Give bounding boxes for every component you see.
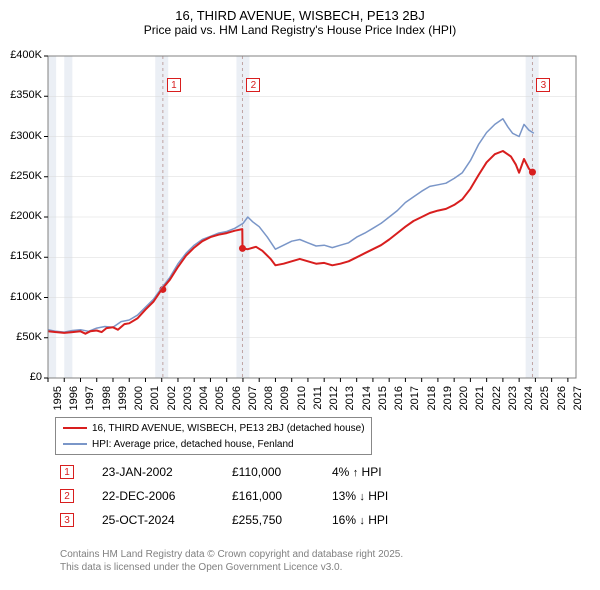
legend-swatch [63, 427, 87, 429]
sales-table-row: 1 23-JAN-2002£110,0004% ↑ HPI [60, 460, 432, 484]
x-tick-label: 2021 [474, 386, 486, 416]
sale-hpi-delta: 4% ↑ HPI [332, 465, 432, 479]
sales-table-row: 3 25-OCT-2024£255,75016% ↓ HPI [60, 508, 432, 532]
x-tick-label: 2004 [198, 386, 210, 416]
y-tick-label: £150K [0, 250, 42, 262]
x-tick-label: 1998 [101, 386, 113, 416]
x-tick-label: 2022 [491, 386, 503, 416]
sale-num-box: 2 [60, 489, 74, 503]
x-tick-label: 2023 [507, 386, 519, 416]
x-tick-label: 2019 [442, 386, 454, 416]
chart-svg [0, 0, 600, 420]
x-tick-label: 2011 [312, 386, 324, 416]
x-tick-label: 2013 [344, 386, 356, 416]
y-tick-label: £400K [0, 49, 42, 61]
legend-swatch [63, 443, 87, 445]
footer-line1: Contains HM Land Registry data © Crown c… [60, 548, 403, 561]
x-tick-label: 2012 [328, 386, 340, 416]
y-tick-label: £350K [0, 89, 42, 101]
y-tick-label: £0 [0, 371, 42, 383]
sale-price: £161,000 [232, 489, 332, 503]
x-tick-label: 1996 [68, 386, 80, 416]
x-tick-label: 2025 [539, 386, 551, 416]
x-tick-label: 2026 [556, 386, 568, 416]
x-tick-label: 2020 [458, 386, 470, 416]
x-tick-label: 2016 [393, 386, 405, 416]
x-tick-label: 2001 [149, 386, 161, 416]
sale-price: £110,000 [232, 465, 332, 479]
legend-label: HPI: Average price, detached house, Fenl… [92, 439, 294, 450]
x-tick-label: 2014 [361, 386, 373, 416]
x-tick-label: 1997 [84, 386, 96, 416]
legend-item: HPI: Average price, detached house, Fenl… [58, 436, 365, 452]
footer-line2: This data is licensed under the Open Gov… [60, 561, 403, 574]
y-tick-label: £250K [0, 170, 42, 182]
sale-num-box: 1 [60, 465, 74, 479]
sales-table: 1 23-JAN-2002£110,0004% ↑ HPI 2 22-DEC-2006… [60, 460, 432, 532]
sale-price: £255,750 [232, 513, 332, 527]
sales-table-row: 2 22-DEC-2006£161,00013% ↓ HPI [60, 484, 432, 508]
chart-container: 16, THIRD AVENUE, WISBECH, PE13 2BJ Pric… [0, 0, 600, 590]
x-tick-label: 2017 [409, 386, 421, 416]
x-tick-label: 2010 [296, 386, 308, 416]
x-tick-label: 1999 [117, 386, 129, 416]
x-tick-label: 2007 [247, 386, 259, 416]
x-tick-label: 2002 [166, 386, 178, 416]
x-tick-label: 2018 [426, 386, 438, 416]
sale-marker-box: 3 [536, 78, 550, 92]
legend-label: 16, THIRD AVENUE, WISBECH, PE13 2BJ (det… [92, 423, 365, 434]
x-tick-label: 2009 [279, 386, 291, 416]
x-tick-label: 1995 [52, 386, 64, 416]
x-tick-label: 2027 [572, 386, 584, 416]
y-tick-label: £100K [0, 291, 42, 303]
x-tick-label: 2008 [263, 386, 275, 416]
sale-date: 22-DEC-2006 [102, 489, 232, 503]
sale-marker-box: 2 [246, 78, 260, 92]
x-tick-label: 2006 [231, 386, 243, 416]
y-tick-label: £50K [0, 331, 42, 343]
legend: 16, THIRD AVENUE, WISBECH, PE13 2BJ (det… [55, 417, 372, 455]
x-tick-label: 2015 [377, 386, 389, 416]
x-tick-label: 2003 [182, 386, 194, 416]
y-tick-label: £200K [0, 210, 42, 222]
legend-item: 16, THIRD AVENUE, WISBECH, PE13 2BJ (det… [58, 420, 365, 436]
x-tick-label: 2000 [133, 386, 145, 416]
y-tick-label: £300K [0, 130, 42, 142]
sale-date: 25-OCT-2024 [102, 513, 232, 527]
sale-hpi-delta: 13% ↓ HPI [332, 489, 432, 503]
sale-hpi-delta: 16% ↓ HPI [332, 513, 432, 527]
x-tick-label: 2024 [523, 386, 535, 416]
sale-num-box: 3 [60, 513, 74, 527]
sale-date: 23-JAN-2002 [102, 465, 232, 479]
sale-marker-box: 1 [167, 78, 181, 92]
x-tick-label: 2005 [214, 386, 226, 416]
attribution-footer: Contains HM Land Registry data © Crown c… [60, 548, 403, 574]
